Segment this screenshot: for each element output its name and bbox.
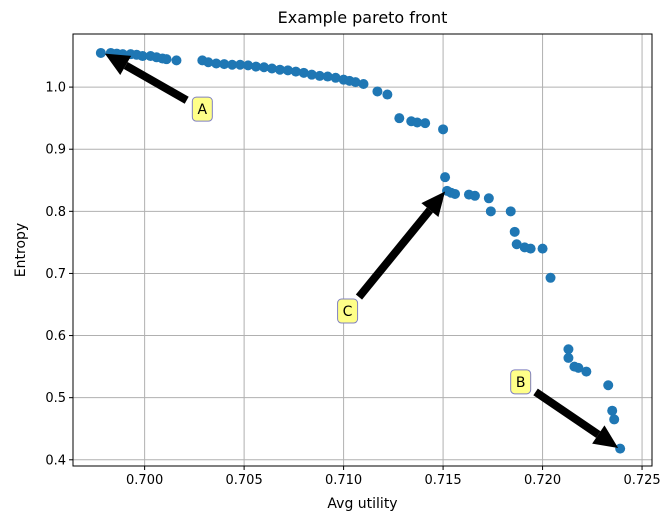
scatter-point xyxy=(203,57,214,68)
y-tick-label: 0.6 xyxy=(45,329,66,344)
grid-lines xyxy=(73,34,652,466)
x-tick-label: 0.705 xyxy=(226,473,263,488)
scatter-point xyxy=(505,206,516,217)
scatter-point xyxy=(227,59,238,70)
y-tick-label: 0.9 xyxy=(45,143,66,158)
y-tick-label: 0.4 xyxy=(45,453,66,468)
scatter-point xyxy=(95,47,106,58)
scatter-point xyxy=(603,380,614,391)
y-tick-label: 0.7 xyxy=(45,267,66,282)
scatter-point xyxy=(412,117,423,128)
y-tick-label: 0.8 xyxy=(45,205,66,220)
scatter-point xyxy=(358,79,369,90)
annotation-arrow-shaft xyxy=(533,388,601,438)
scatter-point xyxy=(563,344,574,355)
scatter-point xyxy=(306,69,317,80)
scatter-point xyxy=(330,72,341,83)
annotation-label: A xyxy=(198,102,208,118)
scatter-point xyxy=(298,67,309,78)
scatter-point xyxy=(314,70,325,81)
y-tick-label: 0.5 xyxy=(45,391,66,406)
scatter-point xyxy=(322,71,333,82)
scatter-point xyxy=(137,51,148,62)
x-tick-label: 0.700 xyxy=(126,473,163,488)
scatter-point xyxy=(382,89,393,100)
y-axis-label: Entropy xyxy=(13,223,29,277)
scatter-point xyxy=(525,243,536,254)
plot-frame xyxy=(72,33,653,467)
scatter-point xyxy=(235,59,246,70)
annotation-box xyxy=(510,369,532,395)
scatter-point xyxy=(243,60,254,71)
scatter-points xyxy=(95,47,626,454)
scatter-point xyxy=(469,190,480,201)
annotation-arrow-shaft xyxy=(123,61,189,104)
annotation-arrow-shaft xyxy=(355,207,434,300)
annotation-box xyxy=(191,96,213,122)
annotation-arrow-head xyxy=(421,191,446,218)
annotation-label: B xyxy=(516,375,526,391)
scatter-point xyxy=(420,118,431,129)
scatter-point xyxy=(450,188,461,199)
scatter-point xyxy=(219,59,230,70)
x-axis-label: Avg utility xyxy=(327,496,397,512)
annotation-arrow-head xyxy=(592,425,619,448)
scatter-point xyxy=(563,352,574,363)
scatter-point xyxy=(511,239,522,250)
chart-title: Example pareto front xyxy=(278,8,448,27)
scatter-point xyxy=(483,193,494,204)
scatter-point xyxy=(438,124,449,135)
scatter-point xyxy=(290,66,301,77)
scatter-point xyxy=(161,54,172,65)
x-tick-label: 0.725 xyxy=(623,473,660,488)
scatter-point xyxy=(251,61,262,72)
y-tick-label: 1.0 xyxy=(45,81,66,96)
scatter-point xyxy=(372,86,383,97)
scatter-point xyxy=(509,226,520,237)
scatter-point xyxy=(537,243,548,254)
scatter-point xyxy=(171,55,182,66)
scatter-point xyxy=(259,62,270,73)
annotation-arrow-head xyxy=(104,53,132,76)
scatter-point xyxy=(615,443,626,454)
annotation-label: C xyxy=(343,304,353,320)
scatter-point xyxy=(609,414,620,425)
scatter-point xyxy=(274,64,285,75)
annotation-box xyxy=(337,298,359,324)
scatter-point xyxy=(282,65,293,76)
scatter-point xyxy=(573,362,584,373)
annotations: A B C xyxy=(104,53,619,448)
scatter-point xyxy=(440,172,451,183)
scatter-point xyxy=(350,77,361,88)
scatter-point xyxy=(394,113,405,124)
scatter-point xyxy=(266,63,277,74)
scatter-point xyxy=(581,366,592,377)
x-tick-label: 0.710 xyxy=(325,473,362,488)
scatter-point xyxy=(545,272,556,283)
scatter-point xyxy=(211,58,222,69)
scatter-point xyxy=(607,405,618,416)
scatter-point xyxy=(485,206,496,217)
x-tick-label: 0.715 xyxy=(424,473,461,488)
x-tick-label: 0.720 xyxy=(524,473,561,488)
axis-ticks: 0.700 0.705 0.710 0.715 0.720 0.725 0.4 0.5 0.6 0… xyxy=(45,81,660,488)
